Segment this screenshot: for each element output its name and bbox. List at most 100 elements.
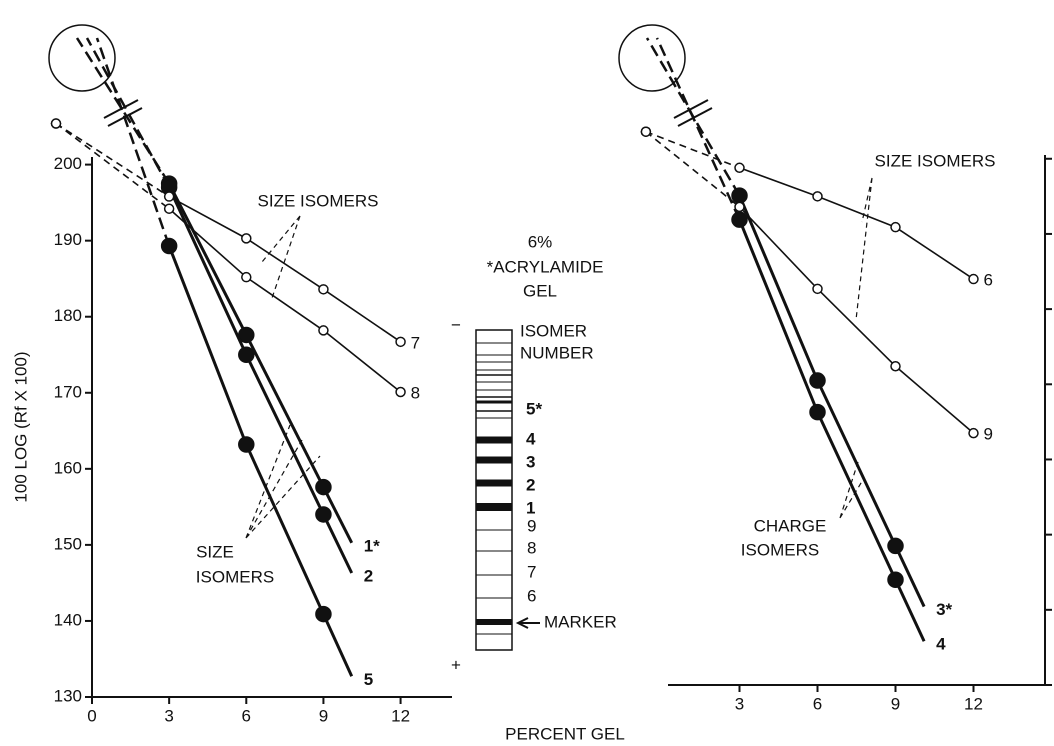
series-segment	[246, 335, 323, 487]
series-segment	[169, 187, 246, 354]
series-label: 6	[984, 271, 993, 290]
annotation: CHARGE	[754, 516, 827, 535]
band-label: 5*	[526, 399, 542, 418]
filled-point	[888, 538, 903, 553]
y-tick-label: 190	[54, 230, 82, 249]
series-label: 8	[411, 383, 420, 402]
open-point	[165, 192, 174, 201]
gel-title: 6%	[528, 232, 553, 251]
band-label: 4	[526, 429, 536, 448]
annotation: ISOMERS	[196, 567, 274, 586]
band-label: 8	[527, 538, 536, 557]
gel-pole: +	[451, 655, 461, 674]
open-point	[52, 119, 61, 128]
filled-point	[810, 373, 825, 388]
open-point	[319, 326, 328, 335]
series-label: 7	[411, 333, 420, 352]
y-tick-label: 140	[54, 610, 82, 629]
extrapolation	[97, 38, 169, 246]
series-label: 3*	[936, 600, 952, 619]
y-tick-label: 150	[54, 534, 82, 553]
series-segment	[169, 184, 246, 335]
open-point	[891, 223, 900, 232]
series-label: 4	[936, 635, 946, 654]
axis-break	[104, 100, 712, 126]
open-point	[242, 273, 251, 282]
series-segment	[646, 132, 740, 168]
x-tick-label: 0	[87, 706, 96, 725]
x-tick-label: 9	[891, 694, 900, 713]
series-segment	[818, 412, 896, 580]
filled-point	[732, 212, 747, 227]
filled-point	[810, 405, 825, 420]
gel-title: *ACRYLAMIDE	[487, 257, 604, 276]
gel-lane	[476, 330, 512, 650]
band-label: 6	[527, 586, 536, 605]
series-segment	[740, 168, 818, 197]
open-point	[396, 337, 405, 346]
filled-point	[162, 238, 177, 253]
series-segment	[896, 227, 974, 279]
series-segment	[323, 330, 400, 392]
series-segment	[818, 196, 896, 227]
x-axis-label: PERCENT GEL	[505, 724, 625, 743]
open-point	[969, 429, 978, 438]
annotation: SIZE ISOMERS	[875, 151, 996, 170]
y-tick-label: 160	[54, 458, 82, 477]
x-tick-label: 12	[964, 694, 983, 713]
open-point	[319, 285, 328, 294]
x-tick-label: 3	[735, 694, 744, 713]
marker-label: MARKER	[544, 612, 617, 631]
open-point	[242, 234, 251, 243]
open-point	[891, 362, 900, 371]
series-segment	[246, 355, 323, 515]
open-point	[813, 284, 822, 293]
series-segment	[169, 197, 246, 239]
open-point	[735, 163, 744, 172]
x-tick-label: 6	[813, 694, 822, 713]
series-segment	[169, 246, 246, 445]
filled-point	[316, 607, 331, 622]
band-label: 2	[526, 475, 535, 494]
series-segment	[818, 381, 896, 546]
filled-point	[316, 480, 331, 495]
extrapolation	[87, 38, 169, 187]
gel-title: GEL	[523, 281, 557, 300]
series-segment	[246, 277, 323, 330]
band-label: 7	[527, 562, 536, 581]
filled-point	[316, 507, 331, 522]
band-label: 3	[526, 452, 535, 471]
x-tick-label: 3	[164, 706, 173, 725]
extrapolation	[657, 38, 740, 220]
series-segment	[896, 366, 974, 433]
series-label: 2	[364, 567, 373, 586]
figure: SIZE ISOMERS SIZE ISOMERS SIZE ISOMERS C…	[0, 0, 1054, 746]
annotation: ISOMERS	[741, 540, 819, 559]
open-point	[165, 204, 174, 213]
series-segment	[740, 196, 818, 381]
filled-point	[732, 188, 747, 203]
filled-point	[239, 347, 254, 362]
open-point	[396, 388, 405, 397]
annotation: SIZE	[196, 542, 234, 561]
gel-heading: NUMBER	[520, 343, 594, 362]
open-point	[735, 202, 744, 211]
gel-heading: ISOMER	[520, 321, 587, 340]
series-label: 9	[984, 425, 993, 444]
x-tick-label: 9	[319, 706, 328, 725]
y-tick-label: 130	[54, 686, 82, 705]
series-label: 1*	[364, 536, 380, 555]
marker-arrow	[518, 618, 540, 628]
line-extension	[896, 580, 925, 641]
series-segment	[169, 209, 246, 277]
x-tick-label: 12	[391, 706, 410, 725]
x-tick-label: 6	[242, 706, 251, 725]
series-segment	[818, 289, 896, 366]
open-point	[813, 192, 822, 201]
series-segment	[323, 289, 400, 341]
series-segment	[246, 238, 323, 289]
gel-pole: −	[451, 315, 461, 334]
y-tick-label: 200	[54, 154, 82, 173]
line-extension	[323, 514, 351, 573]
open-point	[969, 275, 978, 284]
